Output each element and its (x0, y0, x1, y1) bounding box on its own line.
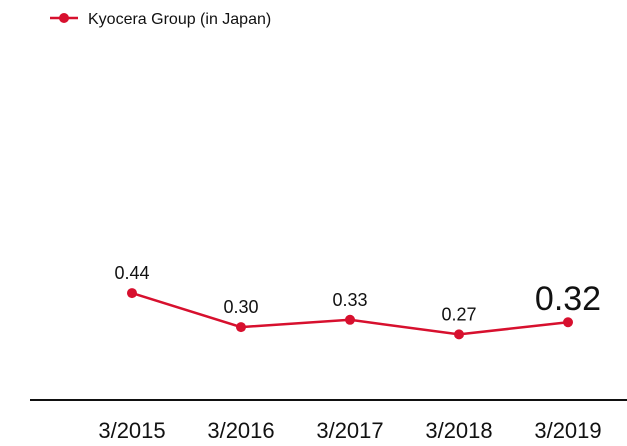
point (127, 288, 137, 299)
x-tick-label: 3/2019 (534, 418, 601, 443)
value-label: 0.32 (535, 280, 601, 318)
x-tick-label: 3/2018 (425, 418, 492, 443)
x-tick-label: 3/2017 (316, 418, 383, 443)
value-label: 0.33 (332, 290, 367, 310)
legend-label: Kyocera Group (in Japan) (88, 11, 271, 28)
value-label: 0.44 (114, 263, 149, 283)
point (345, 314, 355, 325)
legend-marker (59, 13, 69, 23)
x-tick-label: 3/2016 (207, 418, 274, 443)
point (236, 322, 246, 333)
value-label: 0.27 (441, 304, 476, 324)
point (563, 317, 573, 328)
x-tick-label: 3/2015 (98, 418, 165, 443)
value-label: 0.30 (223, 297, 258, 317)
point (454, 329, 464, 340)
